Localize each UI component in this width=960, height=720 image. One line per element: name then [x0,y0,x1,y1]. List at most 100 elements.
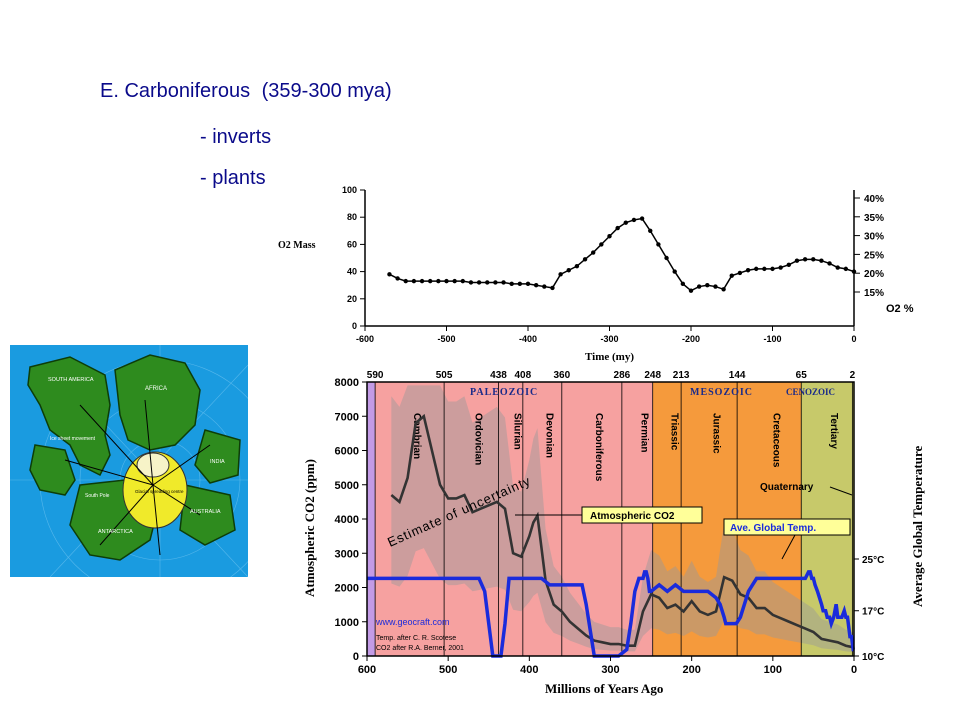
o2-point [517,281,523,287]
o2-point [542,284,547,289]
co2-ytick-label: 2000 [335,583,359,595]
co2-xtick-label: 100 [764,664,782,676]
co2-xtick-label: 500 [439,664,457,676]
period-label: Carboniferous [593,413,604,482]
o2-point [745,268,751,273]
o2-line [389,217,855,292]
co2-xtick-label: 300 [601,664,619,676]
temp-tick-label: 25°C [862,555,884,566]
temp-tick-label: 10°C [862,652,884,663]
landmass-africa [114,354,201,451]
temp-tick-label: 17°C [862,607,884,618]
o2-point [664,255,669,261]
co2-callout: Atmospheric CO2 [515,506,703,524]
title-range: (359-300 mya) [261,80,392,102]
o2-point [501,280,506,285]
o2-right-label: O2 % [886,303,914,315]
period-label: Tertiary [828,413,839,449]
o2-xtick-label: -100 [763,334,781,344]
period-label: Silurian [512,413,523,450]
o2-point [403,278,408,284]
o2-point [729,273,734,278]
o2-x-ticks: -600 -500 -400 -300 -200 -100 0 [356,326,857,344]
o2-xtick-label: 0 [851,334,856,344]
co2-ylabel: Atmospheric CO2 (ppm) [302,459,317,597]
period-label: Devonian [543,413,554,458]
o2-point [615,225,620,231]
co2-top-ticks: 590 505 438 408 360 286 248 213 144 65 2 [367,370,856,381]
co2-xtick-label: 400 [520,664,538,676]
co2-top-label: 248 [644,370,661,381]
temp-callout: Ave. Global Temp. [723,518,851,560]
o2-ytick-label: 20 [347,294,357,304]
o2-rtick-label: 40% [864,194,884,205]
co2-line [390,413,855,649]
o2-point [387,272,392,277]
o2-xtick-label: -400 [519,334,537,344]
co2-ytick-label: 5000 [335,480,359,492]
o2-point [843,266,849,272]
map-label-antarctica: ANTARCTICA [98,529,133,535]
co2-ytick-label: 6000 [335,446,359,458]
o2-ytick-label: 0 [352,321,357,331]
o2-point [452,278,457,284]
co2-top-label: 408 [514,370,531,381]
o2-point [395,276,400,281]
o2-ytick-label: 100 [342,185,357,195]
co2-top-label: 213 [673,370,690,381]
co2-top-label: 590 [367,370,384,381]
o2-point [762,266,767,272]
o2-point [802,257,808,262]
o2-point [705,283,710,288]
o2-point [493,280,498,285]
co2-xtick-label: 200 [682,664,700,676]
co2-ytick-label: 7000 [335,411,359,423]
co2-x-ticks: 600 500 400 300 200 100 0 [358,656,857,676]
o2-point [476,280,482,285]
temp-right-label: Average Global Temperature [910,445,925,607]
o2-point [428,278,433,284]
quaternary-arrow [829,486,853,496]
landmass-india [194,429,241,484]
o2-point [656,242,661,247]
period-label: Ordovician [473,413,484,465]
o2-ytick-label: 80 [347,212,357,222]
landmass-australia [179,484,236,546]
map-label-glacial-centre: Glacial spreading centre [135,489,184,494]
o2-ytick-label: 40 [347,267,357,277]
period-label: Cretaceous [771,413,782,468]
temp-line [367,570,855,658]
o2-point [827,261,832,266]
band-precambrian [367,382,376,656]
o2-xtick-label: -600 [356,334,374,344]
annotation-co2: Atmospheric CO2 [590,511,675,522]
o2-chart: 0 20 40 60 80 100 -600 -500 -400 -300 -200 -100 0 1… [278,185,914,363]
map-label-australia: AUSTRALIA [190,509,221,515]
glacial-core [136,452,170,478]
period-label: Jurassic [711,413,722,454]
co2-ytick-label: 8000 [335,377,359,389]
map-label-africa: AFRICA [145,386,167,392]
o2-point [713,284,718,289]
co2-xtick-label: 600 [358,664,376,676]
co2-top-label: 505 [436,370,453,381]
o2-point [851,269,857,274]
o2-point [533,283,539,288]
o2-point [444,278,449,284]
o2-point [737,270,743,276]
o2-point [672,269,677,274]
o2-point [770,266,775,272]
o2-point [835,265,840,270]
o2-point [599,242,604,247]
map-label-south-america: SOUTH AMERICA [48,377,94,383]
period-label: Cambrian [411,413,422,459]
o2-rtick-label: 30% [864,232,884,243]
map-label-ice-sheet: Ice sheet movement [50,436,96,442]
map-label-india: INDIA [210,459,225,465]
bullet-plants: - plants [200,167,266,189]
o2-point [794,258,800,263]
o2-point [468,280,474,285]
co2-ytick-label: 4000 [335,514,359,526]
o2-xtick-label: -200 [682,334,700,344]
o2-point [525,281,531,287]
